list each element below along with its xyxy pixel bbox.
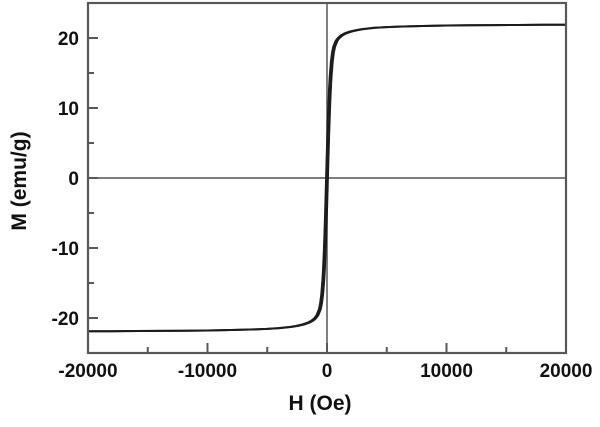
- x-tick-label: -20000: [58, 361, 117, 382]
- y-tick-label: 10: [58, 99, 79, 120]
- x-tick-label: -10000: [178, 361, 237, 382]
- y-tick-label: 20: [58, 29, 79, 50]
- hysteresis-curve: [89, 23, 565, 333]
- y-tick-label: -20: [52, 309, 79, 330]
- y-tick-label: 0: [68, 169, 79, 190]
- x-tick-label: 10000: [420, 361, 473, 382]
- x-tick-label: 0: [322, 361, 333, 382]
- x-tick-label: 20000: [540, 361, 593, 382]
- plot-frame: [86, 1, 568, 355]
- magnetization-hysteresis-loop-ascending-branch: [89, 23, 565, 333]
- tick-labels: -20 -10 0 10 20 -20000 -10000 0 10000 20000: [52, 29, 593, 382]
- y-axis-title: M (emu/g): [8, 131, 31, 230]
- y-tick-label: -10: [52, 239, 79, 260]
- x-axis-title: H (Oe): [289, 392, 352, 415]
